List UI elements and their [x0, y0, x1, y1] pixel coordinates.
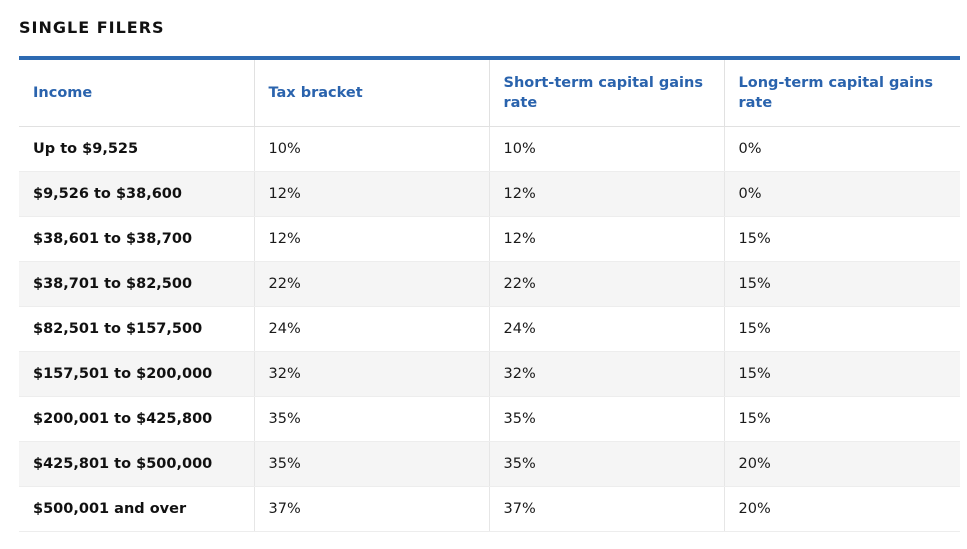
income-cell: $9,526 to $38,600: [19, 171, 255, 217]
tax-bracket-cell: 24%: [254, 306, 490, 352]
income-cell: $200,001 to $425,800: [19, 396, 255, 442]
long-term-rate-cell: 20%: [724, 486, 960, 532]
short-term-rate-cell: 22%: [489, 261, 725, 307]
long-term-rate-cell: 0%: [724, 171, 960, 217]
table-row: $425,801 to $500,000 35% 35% 20%: [19, 441, 960, 487]
income-cell: Up to $9,525: [19, 126, 255, 172]
long-term-rate-cell: 20%: [724, 441, 960, 487]
tax-bracket-cell: 12%: [254, 171, 490, 217]
income-cell: $82,501 to $157,500: [19, 306, 255, 352]
income-cell: $425,801 to $500,000: [19, 441, 255, 487]
page-title: SINGLE FILERS: [19, 18, 165, 37]
long-term-rate-cell: 0%: [724, 126, 960, 172]
table-row: $38,701 to $82,500 22% 22% 15%: [19, 261, 960, 307]
table-header-row: Income Tax bracket Short-term capital ga…: [19, 60, 960, 127]
long-term-rate-cell: 15%: [724, 306, 960, 352]
short-term-rate-cell: 24%: [489, 306, 725, 352]
tax-bracket-cell: 37%: [254, 486, 490, 532]
short-term-rate-cell: 10%: [489, 126, 725, 172]
header-income: Income: [19, 60, 255, 127]
tax-bracket-cell: 35%: [254, 396, 490, 442]
short-term-rate-cell: 37%: [489, 486, 725, 532]
short-term-rate-cell: 35%: [489, 441, 725, 487]
table-row: Up to $9,525 10% 10% 0%: [19, 126, 960, 172]
header-tax-bracket: Tax bracket: [254, 60, 490, 127]
tax-bracket-table: Income Tax bracket Short-term capital ga…: [19, 60, 960, 532]
tax-table-container: Income Tax bracket Short-term capital ga…: [19, 56, 960, 532]
short-term-rate-cell: 12%: [489, 171, 725, 217]
table-row: $200,001 to $425,800 35% 35% 15%: [19, 396, 960, 442]
table-row: $157,501 to $200,000 32% 32% 15%: [19, 351, 960, 397]
income-cell: $38,701 to $82,500: [19, 261, 255, 307]
tax-bracket-cell: 22%: [254, 261, 490, 307]
table-row: $82,501 to $157,500 24% 24% 15%: [19, 306, 960, 352]
tax-bracket-cell: 35%: [254, 441, 490, 487]
header-long-term-rate: Long-term capital gains rate: [724, 60, 960, 127]
table-row: $9,526 to $38,600 12% 12% 0%: [19, 171, 960, 217]
short-term-rate-cell: 35%: [489, 396, 725, 442]
long-term-rate-cell: 15%: [724, 261, 960, 307]
table-row: $500,001 and over 37% 37% 20%: [19, 486, 960, 532]
table-row: $38,601 to $38,700 12% 12% 15%: [19, 216, 960, 262]
long-term-rate-cell: 15%: [724, 396, 960, 442]
tax-bracket-cell: 32%: [254, 351, 490, 397]
income-cell: $157,501 to $200,000: [19, 351, 255, 397]
long-term-rate-cell: 15%: [724, 216, 960, 262]
long-term-rate-cell: 15%: [724, 351, 960, 397]
short-term-rate-cell: 12%: [489, 216, 725, 262]
header-short-term-rate: Short-term capital gains rate: [489, 60, 725, 127]
tax-bracket-cell: 10%: [254, 126, 490, 172]
tax-bracket-cell: 12%: [254, 216, 490, 262]
income-cell: $500,001 and over: [19, 486, 255, 532]
short-term-rate-cell: 32%: [489, 351, 725, 397]
income-cell: $38,601 to $38,700: [19, 216, 255, 262]
